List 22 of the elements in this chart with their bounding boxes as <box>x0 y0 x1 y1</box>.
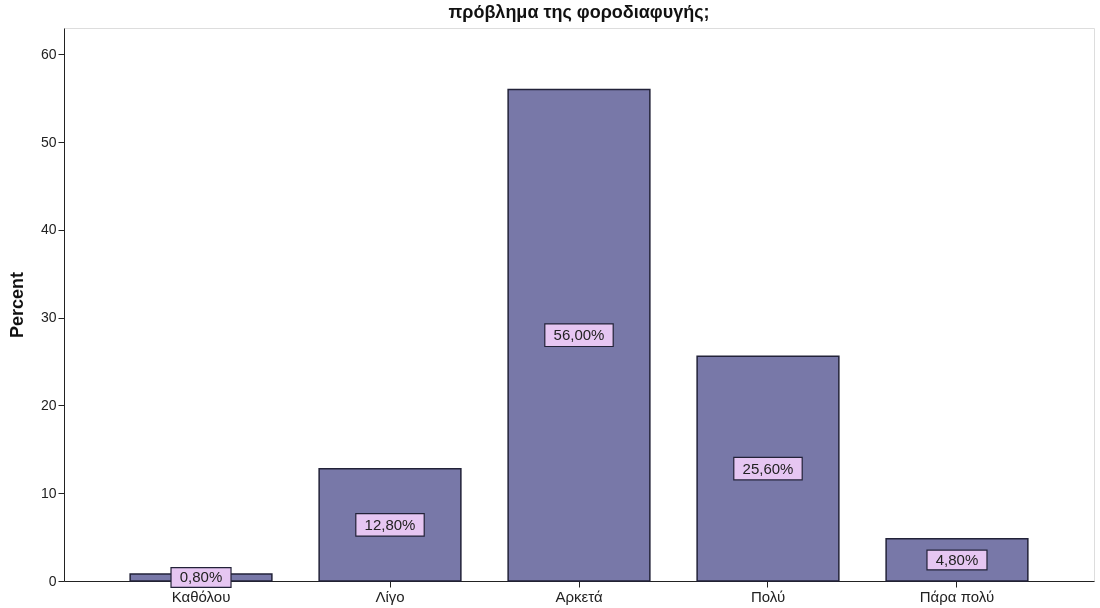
bar <box>318 467 462 582</box>
y-tick-label: 40 <box>40 221 57 238</box>
y-axis-title: Percent <box>6 271 27 339</box>
x-tick-label: Πάρα πολύ <box>919 587 995 605</box>
y-tick-label: 30 <box>40 309 57 326</box>
x-tick-label: Πολύ <box>750 587 786 605</box>
data-label: 56,00% <box>553 326 605 344</box>
data-label: 0,80% <box>179 568 223 586</box>
y-tick-label: 0 <box>48 572 57 589</box>
data-label: 12,80% <box>364 515 416 533</box>
data-label: 25,60% <box>742 459 794 477</box>
x-tick-label: Καθόλου <box>171 587 231 605</box>
bar <box>507 88 651 582</box>
data-label: 4,80% <box>935 550 979 568</box>
chart-title: πρόβλημα της φοροδιαφυγής; <box>448 2 710 22</box>
y-tick-label: 20 <box>40 396 57 413</box>
y-tick-label: 60 <box>40 45 57 62</box>
bar <box>696 355 840 582</box>
x-tick-label: Αρκετά <box>555 587 603 605</box>
y-tick-label: 10 <box>40 484 57 501</box>
y-tick-label: 50 <box>40 133 57 150</box>
x-tick-label: Λίγο <box>375 587 405 605</box>
